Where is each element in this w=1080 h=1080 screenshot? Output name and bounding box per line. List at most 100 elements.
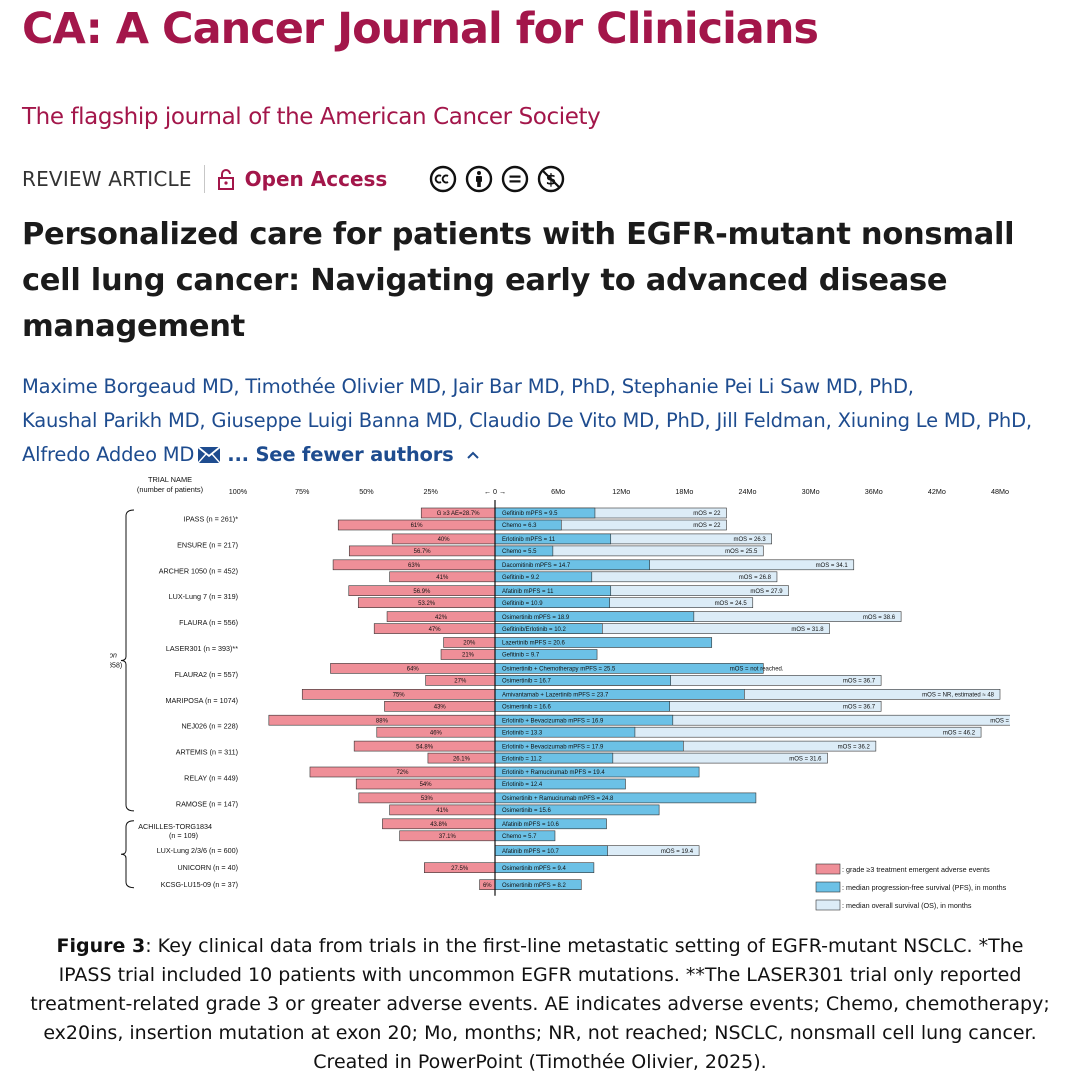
- ae-label: 27%: [454, 679, 467, 685]
- author-link[interactable]: Kaushal Parikh MD: [22, 409, 200, 432]
- os-label: mOS = 25.5: [725, 549, 758, 555]
- see-fewer-authors-button[interactable]: ... See fewer authors: [227, 443, 480, 466]
- group-bracket: [120, 509, 135, 812]
- pfs-label: Erlotinib = 12.4: [502, 782, 543, 788]
- pfs-label: Erlotinib + Bevacizumab mPFS = 17.9: [502, 744, 604, 750]
- ae-label: 21%: [462, 653, 475, 659]
- trial-label: ARCHER 1050 (n = 452): [159, 566, 238, 575]
- pfs-label: Osimertinib mPFS = 9.4: [502, 866, 567, 872]
- meta-divider: [203, 165, 205, 193]
- right-tick-label: 48Mo: [991, 487, 1009, 496]
- author-link[interactable]: Maxime Borgeaud MD: [22, 375, 234, 398]
- journal-title: CA: A Cancer Journal for Clinicians: [22, 4, 819, 54]
- trial-label: ARTEMIS (n = 311): [176, 748, 238, 757]
- os-label: mOS = 34.1: [816, 563, 849, 569]
- trial-label-patients: (n = 109): [169, 831, 198, 840]
- pfs-label: Erlotinib + Bevacizumab mPFS = 16.9: [502, 718, 604, 724]
- author-link[interactable]: Claudio De Vito MD, PhD: [469, 409, 705, 432]
- pfs-label: Chemo = 5.5: [502, 549, 537, 555]
- ae-label: 63%: [408, 563, 421, 569]
- ae-label: 41%: [436, 575, 449, 581]
- right-tick-label: 12Mo: [612, 487, 630, 496]
- ae-label: 56.9%: [413, 589, 431, 595]
- group-bracket: [120, 820, 135, 889]
- ae-label: 53.2%: [418, 601, 436, 607]
- ae-label: 27.5%: [451, 866, 469, 872]
- trial-label: RELAY (n = 449): [184, 774, 238, 783]
- group-label: EGFR Common: [110, 652, 117, 659]
- pfs-label: Osimertinib + Ramucirumab mPFS = 24.8: [502, 796, 614, 802]
- trial-label: ENSURE (n = 217): [177, 540, 238, 549]
- os-label: mOS = 19.4: [661, 849, 694, 855]
- trial-label: UNICORN (n = 40): [177, 863, 238, 872]
- pfs-label: Osimertinib = 15.6: [502, 808, 552, 814]
- open-access-badge[interactable]: Open Access: [217, 167, 387, 191]
- trial-label: LASER301 (n = 393)**: [166, 644, 238, 653]
- article-meta: REVIEW ARTICLE Open Access $: [22, 162, 565, 196]
- pfs-label: Osimertinib + Chemotherapy mPFS = 25.5: [502, 667, 616, 673]
- os-label: mOS = 36.7: [843, 705, 876, 711]
- trial-label: ACHILLES-TORG1834: [138, 822, 212, 831]
- license-icons: $: [429, 165, 565, 193]
- os-label: mOS = 22: [693, 523, 721, 529]
- pfs-label: Osimertinib mPFS = 18.9: [502, 615, 570, 621]
- attribution-icon[interactable]: [465, 165, 493, 193]
- ae-label: 6%: [483, 883, 492, 889]
- pfs-label: Lazertinib mPFS = 20.6: [502, 641, 566, 647]
- trial-label: MARIPOSA (n = 1074): [165, 696, 238, 705]
- os-label: mOS = 26.8: [739, 575, 772, 581]
- os-label: mOS = 31.6: [789, 756, 822, 762]
- ae-label: 43.8%: [430, 822, 448, 828]
- trial-label: KCSG-LU15-09 (n = 37): [161, 880, 238, 889]
- article-type-label: REVIEW ARTICLE: [22, 167, 192, 191]
- pfs-label: Gefitinib/Erlotinib = 10.2: [502, 627, 567, 633]
- no-derivatives-icon[interactable]: [501, 165, 529, 193]
- trial-label: RAMOSE (n = 147): [176, 799, 238, 808]
- ae-label: 75%: [393, 693, 406, 699]
- legend-label: : median overall survival (OS), in month…: [842, 901, 972, 910]
- left-tick-label: 25%: [424, 487, 439, 496]
- trial-label: FLAURA2 (n = 557): [175, 670, 238, 679]
- ae-label: 46%: [430, 730, 443, 736]
- creative-commons-icon[interactable]: [429, 165, 457, 193]
- trial-chart: TRIAL NAME(number of patients) 100% 75% 50%…: [110, 475, 1010, 911]
- open-lock-icon: [217, 169, 234, 190]
- trial-label: IPASS (n = 261)*: [184, 515, 239, 524]
- legend-swatch: [815, 863, 841, 875]
- author-link[interactable]: Jill Feldman: [716, 409, 826, 432]
- legend-label: : grade ≥3 treatment emergent adverse ev…: [842, 865, 990, 874]
- ae-label: 43%: [434, 705, 447, 711]
- zero-label: ← 0 →: [484, 487, 506, 496]
- pfs-label: Amivantamab + Lazertinib mPFS = 23.7: [502, 693, 609, 699]
- figure-label: Figure 3: [56, 935, 146, 957]
- non-commercial-icon[interactable]: $: [537, 165, 565, 193]
- ae-label: 40%: [438, 537, 451, 543]
- os-label: mOS = 24.5: [715, 601, 748, 607]
- os-label: mOS = 50.7: [990, 718, 1010, 724]
- os-label: mOS = 36.2: [838, 744, 871, 750]
- pfs-label: Dacomitinib mPFS = 14.7: [502, 563, 571, 569]
- legend-swatch: [815, 899, 841, 911]
- author-link[interactable]: Alfredo Addeo MD: [22, 443, 195, 466]
- trial-label: LUX-Lung 2/3/6 (n = 600): [157, 846, 238, 855]
- author-link[interactable]: Jair Bar MD, PhD: [452, 375, 610, 398]
- trial-label: NEJ026 (n = 228): [181, 722, 238, 731]
- right-tick-label: 6Mo: [551, 487, 565, 496]
- mail-icon[interactable]: [197, 446, 221, 464]
- pfs-label: Chemo = 5.7: [502, 834, 537, 840]
- pfs-label: Afatinib mPFS = 10.7: [502, 849, 560, 855]
- os-label: mOS = 46.2: [943, 730, 976, 736]
- ae-label: 42%: [435, 615, 448, 621]
- author-link[interactable]: Giuseppe Luigi Banna MD: [211, 409, 458, 432]
- author-link[interactable]: Xiuning Le MD, PhD: [837, 409, 1027, 432]
- trial-label: FLAURA (n = 556): [179, 618, 238, 627]
- author-link[interactable]: Stephanie Pei Li Saw MD, PhD: [621, 375, 908, 398]
- pfs-label: Gefitinib = 9.2: [502, 575, 540, 581]
- right-tick-label: 30Mo: [802, 487, 820, 496]
- author-link[interactable]: Timothée Olivier MD: [245, 375, 441, 398]
- ae-label: 37.1%: [439, 834, 457, 840]
- journal-tagline: The flagship journal of the American Can…: [22, 104, 601, 130]
- ae-label: 54%: [420, 782, 433, 788]
- os-label: mOS = 22: [693, 511, 721, 517]
- right-tick-label: 18Mo: [675, 487, 693, 496]
